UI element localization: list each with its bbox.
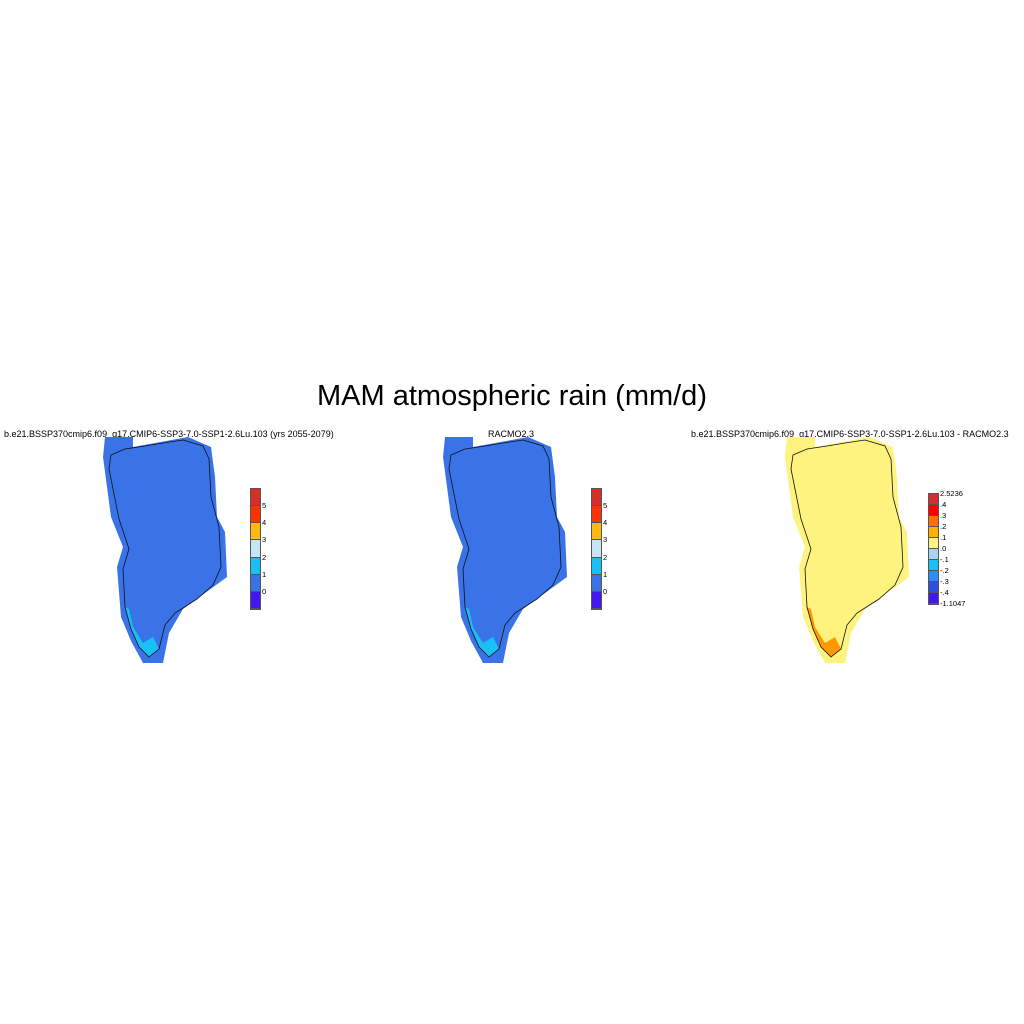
colorbar-label: -.4 bbox=[940, 588, 949, 597]
coastal-field bbox=[465, 607, 499, 657]
colorbar-box bbox=[251, 574, 260, 592]
colorbar-label: 4 bbox=[262, 518, 267, 528]
figure-title: MAM atmospheric rain (mm/d) bbox=[317, 380, 707, 412]
colorbar-label: 3 bbox=[603, 535, 608, 545]
colorbar-box bbox=[929, 593, 938, 604]
colorbar-label: 0 bbox=[603, 586, 608, 596]
colorbar-box bbox=[592, 540, 601, 558]
field-fill bbox=[443, 437, 567, 663]
colorbar-label: .1 bbox=[940, 533, 947, 542]
colorbar-box bbox=[592, 574, 601, 592]
colorbar-box bbox=[251, 591, 260, 609]
field-fill bbox=[103, 437, 227, 663]
colorbar-box bbox=[929, 494, 938, 505]
colorbar bbox=[250, 488, 261, 610]
colorbar-box bbox=[251, 489, 260, 507]
colorbar-label: -.2 bbox=[940, 566, 949, 575]
colorbar-label: 4 bbox=[603, 518, 608, 528]
colorbar bbox=[591, 488, 602, 610]
coastal-field bbox=[807, 607, 841, 657]
colorbar-box bbox=[929, 505, 938, 516]
colorbar-box bbox=[929, 527, 938, 538]
colorbar-label: 5 bbox=[603, 501, 608, 511]
colorbar-label: 5 bbox=[262, 501, 267, 511]
colorbar-label: 2.5236 bbox=[940, 489, 963, 498]
coastal-field bbox=[125, 607, 159, 657]
colorbar-box bbox=[929, 538, 938, 549]
colorbar-box bbox=[929, 582, 938, 593]
panel-title-difference: b.e21.BSSP370cmip6.f09_g17.CMIP6-SSP3-7.… bbox=[691, 429, 1009, 439]
colorbar-label: -.3 bbox=[940, 577, 949, 586]
coastline bbox=[790, 439, 904, 658]
colorbar-label: 2 bbox=[603, 552, 608, 562]
colorbar-label: .2 bbox=[940, 522, 947, 531]
colorbar-label: 1 bbox=[603, 569, 608, 579]
colorbar bbox=[928, 493, 939, 605]
field-fill bbox=[785, 437, 909, 663]
greenland-map bbox=[443, 437, 567, 663]
colorbar-box bbox=[592, 489, 601, 507]
colorbar-box bbox=[251, 540, 260, 558]
colorbar-box bbox=[592, 506, 601, 524]
colorbar-box bbox=[929, 560, 938, 571]
colorbar-label: -.1 bbox=[940, 555, 949, 564]
coastline bbox=[448, 439, 562, 658]
greenland-map bbox=[103, 437, 227, 663]
colorbar-box bbox=[929, 516, 938, 527]
colorbar-box bbox=[929, 571, 938, 582]
coastline bbox=[108, 439, 222, 658]
colorbar-box bbox=[592, 591, 601, 609]
colorbar-label: .0 bbox=[940, 544, 947, 553]
colorbar-box bbox=[251, 523, 260, 541]
greenland-map bbox=[785, 437, 909, 663]
colorbar-box bbox=[592, 557, 601, 575]
colorbar-label: 3 bbox=[262, 535, 267, 545]
panel-title-racmo: RACMO2.3 bbox=[488, 429, 535, 439]
colorbar-label: -1.1047 bbox=[940, 599, 966, 608]
colorbar-box bbox=[929, 549, 938, 560]
colorbar-box bbox=[251, 557, 260, 575]
panel-title-model: b.e21.BSSP370cmip6.f09_g17.CMIP6-SSP3-7.… bbox=[4, 429, 334, 439]
colorbar-box bbox=[592, 523, 601, 541]
colorbar-box bbox=[251, 506, 260, 524]
colorbar-label: .3 bbox=[940, 511, 947, 520]
colorbar-label: 0 bbox=[262, 586, 267, 596]
colorbar-label: 1 bbox=[262, 569, 267, 579]
colorbar-label: .4 bbox=[940, 500, 947, 509]
colorbar-label: 2 bbox=[262, 552, 267, 562]
